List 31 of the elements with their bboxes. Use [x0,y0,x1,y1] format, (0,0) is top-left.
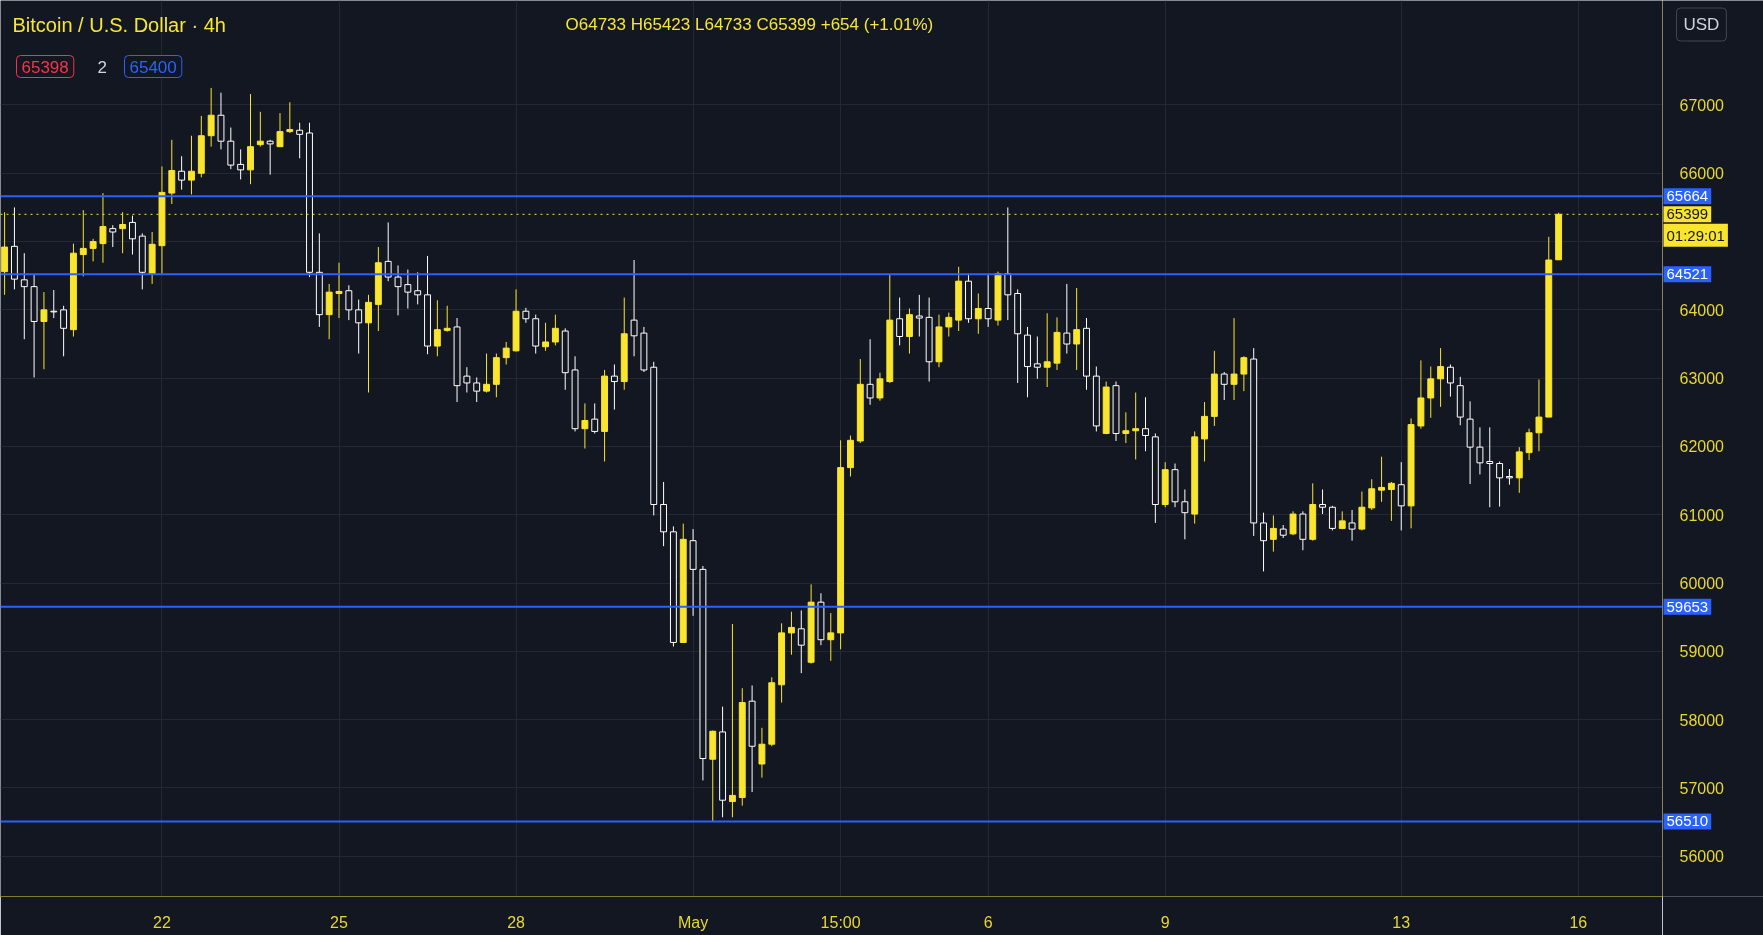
ref-line-label: 65399 01:29:01 [1666,205,1725,244]
y-tick-label: 64000 [1679,301,1725,319]
x-tick-label: 6 [983,913,993,931]
y-tick-label: 66000 [1679,165,1725,183]
annotation: 65400 [129,57,177,77]
ref-line-label: 59653 [1666,597,1709,615]
x-tick-label: 13 [1392,913,1411,931]
y-tick-label: 57000 [1679,779,1725,797]
annotation: 2 [97,57,107,77]
ref-line-label: 64521 [1666,265,1709,283]
y-tick-label: 61000 [1679,506,1725,524]
x-tick-label: 28 [507,913,526,931]
ref-line-label: 65664 [1666,187,1709,205]
x-tick-label: 16 [1569,913,1588,931]
text: Bitcoin / U.S. Dollar · 4h [12,13,226,36]
y-tick-label: 59000 [1679,643,1725,661]
ref-line-label: 56510 [1666,812,1709,830]
y-tick-label: 58000 [1679,711,1725,729]
x-tick-label: 22 [153,913,171,931]
text: USD [1683,15,1720,34]
annotation: 65398 [21,57,69,77]
annotation: O64733 H65423 L64733 C65399 +654 (+1.01%) [565,15,934,34]
x-tick-label: 15:00 [820,913,861,931]
y-tick-label: 60000 [1679,575,1725,593]
y-tick-label: 67000 [1679,96,1725,114]
x-tick-label: 25 [330,913,349,931]
x-tick-label: 9 [1160,913,1170,931]
y-tick-label: 62000 [1679,438,1725,456]
y-tick-label: 56000 [1679,848,1725,866]
y-tick-label: 63000 [1679,370,1725,388]
x-tick-label: May [677,913,709,931]
